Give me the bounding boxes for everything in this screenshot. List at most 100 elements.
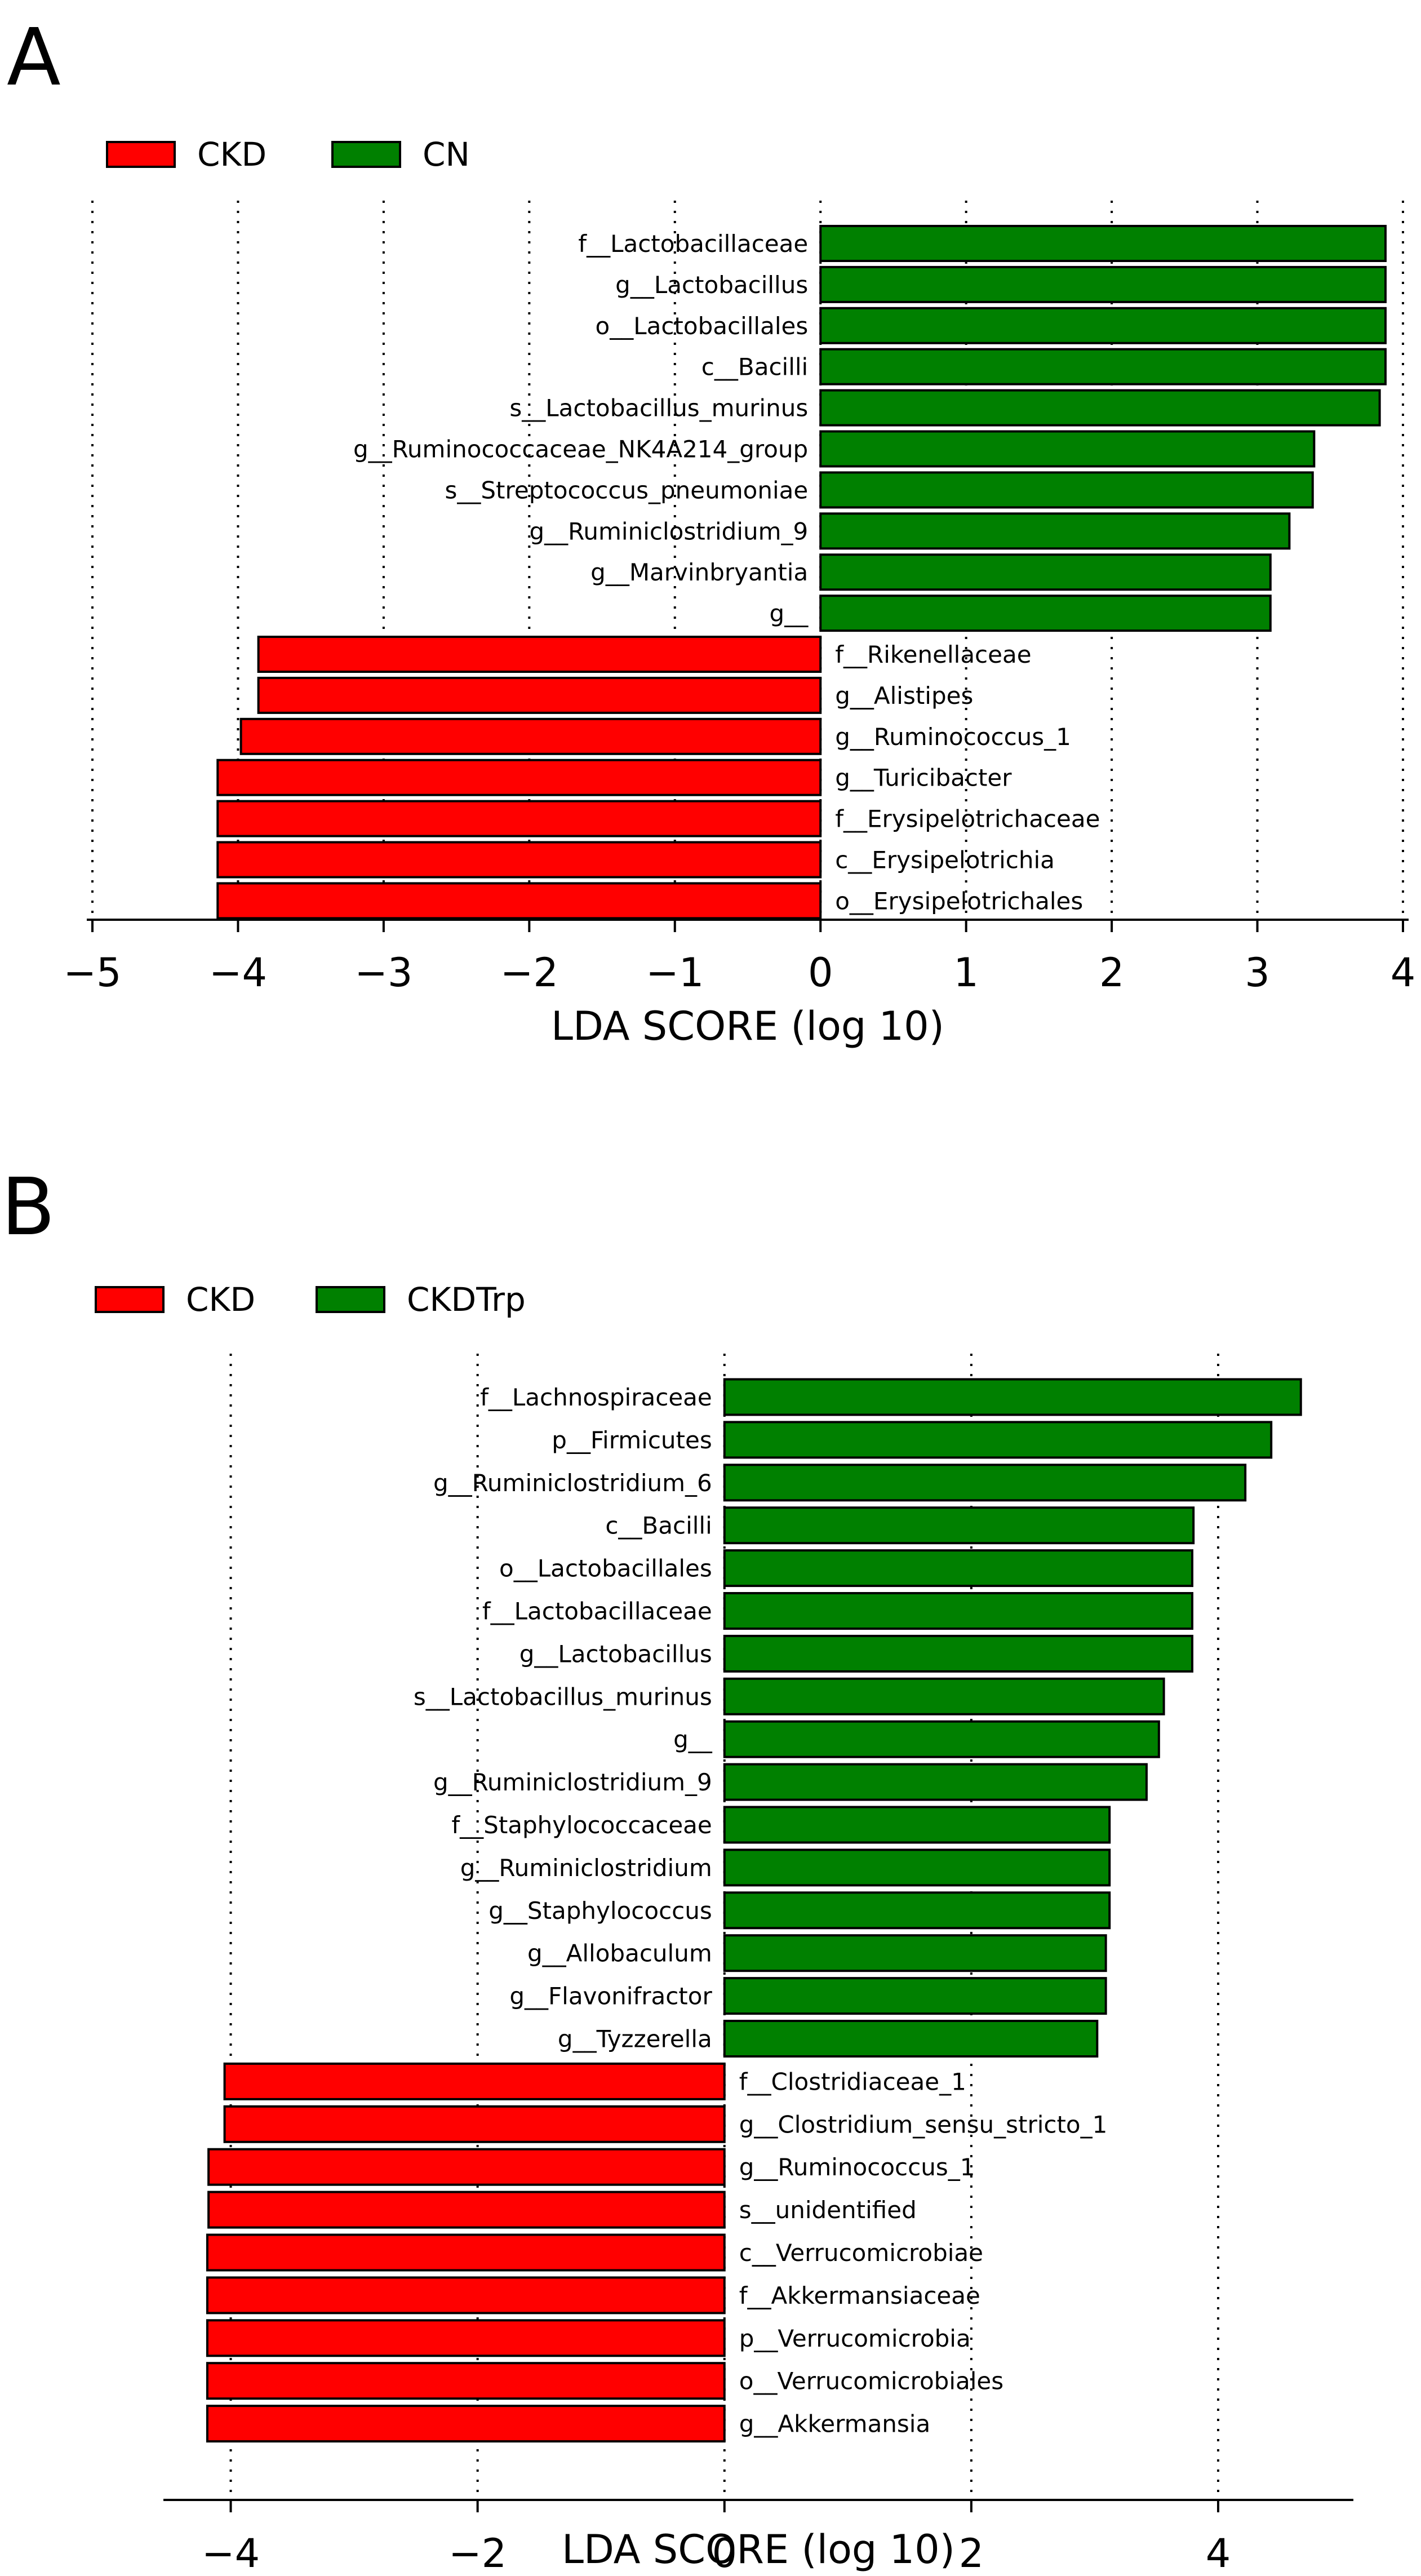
bar-label: g__Lactobacillus: [615, 271, 808, 299]
legend-label-ckd: CKD: [186, 1280, 255, 1319]
bar-o__Lactobacillales: [819, 307, 1387, 344]
x-tick-label: −1: [646, 950, 704, 996]
panel-a-chart: CKD CN f__Lactobacillaceae g__Lactobacillus…: [63, 135, 1415, 1049]
bar-g__Ruminococcus_1: [207, 2148, 726, 2186]
bar-g__Akkermansia: [206, 2405, 726, 2443]
bar-f__Akkermansiaceae: [206, 2276, 726, 2315]
bar-c__Bacilli: [723, 1506, 1195, 1545]
bar-label: g__Lactobacillus: [519, 1640, 712, 1668]
bar-c__Verrucomicrobiae: [206, 2233, 726, 2272]
bar-f__Clostridiaceae_1: [223, 2062, 726, 2100]
bar-label: f__Erysipelotrichaceae: [835, 805, 1100, 833]
x-tick-label: 1: [953, 950, 979, 996]
bar-g__Lactobacillus: [819, 265, 1387, 303]
bar-label: g__Ruminiclostridium_6: [433, 1469, 712, 1497]
bar-label: g__Ruminiclostridium_9: [433, 1768, 712, 1796]
bar-label: g__Allobaculum: [527, 1940, 712, 1967]
bar-p__Firmicutes: [723, 1421, 1273, 1459]
bar-label: f__Lachnospiraceae: [480, 1384, 712, 1411]
legend-swatch-ckdtrp: [316, 1286, 385, 1313]
bar-f__Erysipelotrichaceae: [216, 800, 822, 837]
bar-f__Rikenellaceae: [257, 636, 822, 673]
x-tick-label: −3: [354, 950, 412, 996]
bar-label: g__Ruminococcus_1: [835, 723, 1071, 751]
panel-b-chart: CKD CKDTrp f__Lachnospiraceae p__Firmicutes…: [95, 1280, 1353, 2576]
x-tick-label: 4: [1206, 2530, 1231, 2576]
bar-label: c__Bacilli: [605, 1512, 712, 1540]
x-tick-label: 3: [1245, 950, 1270, 996]
bar-label: g__Clostridium_sensu_stricto_1: [739, 2111, 1108, 2138]
bar-label: c__Bacilli: [701, 353, 808, 381]
bar-g__Flavonifractor: [723, 1977, 1107, 2015]
bar-o__Lactobacillales: [723, 1549, 1193, 1588]
bar-s__Lactobacillus_murinus: [819, 389, 1381, 427]
bar-f__Lactobacillaceae: [819, 225, 1387, 262]
bar-o__Erysipelotrichales: [216, 882, 822, 920]
bar-g__Ruminiclostridium_6: [723, 1464, 1247, 1502]
bar-label: f__Lactobacillaceae: [482, 1598, 712, 1625]
bar-g__: [723, 1720, 1160, 1758]
bar-label: o__Lactobacillales: [499, 1555, 712, 1582]
legend-label-cn: CN: [423, 135, 470, 174]
bar-label: p__Firmicutes: [552, 1426, 712, 1454]
bar-s__unidentified: [207, 2191, 726, 2229]
bar-g__Ruminiclostridium_9: [819, 512, 1291, 550]
bar-s__Lactobacillus_murinus: [723, 1677, 1165, 1715]
bar-label: g__Alistipes: [835, 682, 973, 710]
bar-f__Staphylococcaceae: [723, 1806, 1111, 1844]
bar-label: g__Ruminococcaceae_NK4A214_group: [353, 436, 808, 463]
bar-g__Clostridium_sensu_stricto_1: [223, 2105, 726, 2143]
x-tick-label: 0: [712, 2530, 737, 2576]
legend-label-ckdtrp: CKDTrp: [407, 1280, 526, 1319]
legend-swatch-ckd: [106, 141, 176, 168]
bar-label: c__Erysipelotrichia: [835, 846, 1055, 874]
bar-label: o__Verrucomicrobiales: [739, 2367, 1003, 2395]
bar-g__: [819, 595, 1272, 632]
x-tick-label: 0: [808, 950, 833, 996]
bar-label: f__Staphylococcaceae: [451, 1811, 712, 1839]
bar-label: g__Tyzzerella: [558, 2025, 712, 2053]
bar-p__Verrucomicrobia: [206, 2319, 726, 2357]
bar-g__Alistipes: [257, 676, 822, 714]
bar-f__Lactobacillaceae: [723, 1592, 1193, 1630]
bar-label: s__Streptococcus_pneumoniae: [445, 476, 809, 504]
bar-label: g__Ruminiclostridium: [460, 1854, 712, 1882]
x-axis-title: LDA SCORE (log 10): [562, 2526, 955, 2573]
bar-label: f__Clostridiaceae_1: [739, 2068, 966, 2095]
x-tick-label: −2: [500, 950, 558, 996]
legend-swatch-ckd: [95, 1286, 165, 1313]
bar-g__Ruminiclostridium: [723, 1848, 1111, 1887]
bar-label: o__Erysipelotrichales: [835, 887, 1083, 915]
bar-f__Lachnospiraceae: [723, 1378, 1302, 1416]
x-tick-label: 4: [1391, 950, 1416, 996]
bar-c__Bacilli: [819, 348, 1387, 385]
bar-g__Tyzzerella: [723, 2020, 1099, 2058]
bar-g__Marvinbryantia: [819, 553, 1272, 591]
bar-o__Verrucomicrobiales: [206, 2362, 726, 2400]
bar-label: g__Turicibacter: [835, 764, 1012, 792]
x-axis-title: LDA SCORE (log 10): [551, 1003, 944, 1049]
bar-g__Staphylococcus: [723, 1891, 1111, 1930]
legend-label-ckd: CKD: [197, 135, 267, 174]
panel-letter-a: A: [7, 12, 61, 104]
bar-label: f__Lactobacillaceae: [578, 230, 808, 258]
bar-label: g__Ruminiclostridium_9: [529, 517, 808, 545]
bar-label: s__unidentified: [739, 2196, 917, 2224]
x-tick-label: 2: [959, 2530, 984, 2576]
bar-label: c__Verrucomicrobiae: [739, 2239, 983, 2267]
bar-label: f__Akkermansiaceae: [739, 2282, 980, 2309]
bar-label: g__Akkermansia: [739, 2410, 930, 2438]
bar-g__Ruminiclostridium_9: [723, 1763, 1148, 1801]
bar-label: s__Lactobacillus_murinus: [509, 394, 808, 422]
bar-g__Ruminococcus_1: [239, 717, 822, 755]
x-tick-label: −4: [209, 950, 267, 996]
bar-label: g__: [770, 600, 809, 627]
x-tick-label: −4: [202, 2530, 260, 2576]
bar-s__Streptococcus_pneumoniae: [819, 471, 1314, 509]
bar-g__Lactobacillus: [723, 1634, 1193, 1673]
x-tick-label: 2: [1099, 950, 1125, 996]
x-tick-label: −2: [448, 2530, 507, 2576]
bar-g__Allobaculum: [723, 1934, 1107, 1972]
bar-label: o__Lactobacillales: [596, 312, 809, 340]
bar-label: f__Rikenellaceae: [835, 641, 1031, 668]
